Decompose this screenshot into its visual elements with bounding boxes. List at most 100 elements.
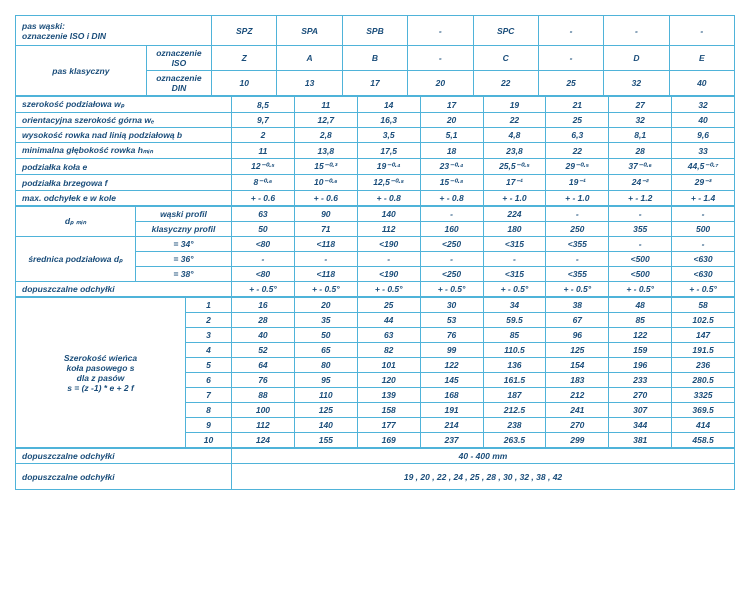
wiencia-9-0: 124	[232, 433, 295, 448]
wiencia-2-6: 122	[609, 328, 672, 343]
row-min_gleb-2: 17,5	[357, 143, 420, 159]
row-podz_e-label: podziałka koła e	[16, 159, 232, 175]
wiencia-2-4: 85	[483, 328, 546, 343]
wiencia-5-7: 280.5	[672, 373, 735, 388]
dpmin-label: dₚ ₘᵢₙ	[16, 207, 136, 237]
wiencia-8-0: 112	[232, 418, 295, 433]
wiencia-2-0: 40	[232, 328, 295, 343]
row-max_odch-0: + - 0.6	[232, 191, 295, 206]
wiencia-7-7: 369.5	[672, 403, 735, 418]
wiencia-6-7: 3325	[672, 388, 735, 403]
row-szer_podz-1: 11	[294, 97, 357, 113]
dop3-value: 19 , 20 , 22 , 24 , 25 , 28 , 30 , 32 , …	[232, 464, 735, 490]
row-podz_f-2: 12,5⁻⁰·⁸	[357, 175, 420, 191]
row-orient_szer-0: 9,7	[232, 113, 295, 128]
classic-belt-label: pas klasyczny	[16, 46, 147, 96]
row-orient_szer-1: 12,7	[294, 113, 357, 128]
row-podz_f-0: 8⁻⁰·⁶	[232, 175, 295, 191]
wiencia-0-6: 48	[609, 298, 672, 313]
row-szer_podz-7: 32	[672, 97, 735, 113]
wiencia-num-10: 10	[186, 433, 232, 448]
col-dash2: -	[538, 16, 603, 46]
wiencia-6-2: 139	[357, 388, 420, 403]
wiencia-8-3: 214	[420, 418, 483, 433]
wiencia-8-2: 177	[357, 418, 420, 433]
wiencia-3-4: 110.5	[483, 343, 546, 358]
row-szer_podz-6: 27	[609, 97, 672, 113]
wiencia-4-6: 196	[609, 358, 672, 373]
col-spa: SPA	[277, 16, 342, 46]
wiencia-8-7: 414	[672, 418, 735, 433]
col-dash1: -	[408, 16, 473, 46]
wiencia-0-5: 38	[546, 298, 609, 313]
row-podz_f-7: 29⁻³	[672, 175, 735, 191]
col-dash3: -	[604, 16, 669, 46]
wiencia-2-1: 50	[294, 328, 357, 343]
row-wys_rowka-4: 4,8	[483, 128, 546, 143]
row-podz_e-3: 23⁻⁰·⁴	[420, 159, 483, 175]
wiencia-1-7: 102.5	[672, 313, 735, 328]
row-min_gleb-0: 11	[232, 143, 295, 159]
wiencia-5-3: 145	[420, 373, 483, 388]
wiencia-6-6: 270	[609, 388, 672, 403]
col-spb: SPB	[342, 16, 407, 46]
belt-spec-table: pas wąski: oznaczenie ISO i DIN SPZ SPA …	[15, 15, 735, 96]
row-szer_podz-label: szerokość podziałowa wₚ	[16, 97, 232, 113]
row-wys_rowka-5: 6,3	[546, 128, 609, 143]
row-orient_szer-4: 22	[483, 113, 546, 128]
wiencia-9-7: 458.5	[672, 433, 735, 448]
wiencia-7-2: 158	[357, 403, 420, 418]
wiencia-8-4: 238	[483, 418, 546, 433]
narrow-belt-label: pas wąski: oznaczenie ISO i DIN	[16, 16, 212, 46]
wiencia-num-4: 4	[186, 343, 232, 358]
row-orient_szer-7: 40	[672, 113, 735, 128]
col-spz: SPZ	[212, 16, 277, 46]
wiencia-2-7: 147	[672, 328, 735, 343]
wiencia-label: Szerokość wieńca koła pasowego s dla z p…	[16, 298, 186, 448]
wiencia-3-2: 82	[357, 343, 420, 358]
row-szer_podz-3: 17	[420, 97, 483, 113]
wiencia-5-5: 183	[546, 373, 609, 388]
wiencia-4-3: 122	[420, 358, 483, 373]
wiencia-6-0: 88	[232, 388, 295, 403]
footer-table: dopuszczalne odchyłki 40 - 400 mm dopusz…	[15, 448, 735, 490]
wiencia-8-5: 270	[546, 418, 609, 433]
wiencia-9-6: 381	[609, 433, 672, 448]
wiencia-num-3: 3	[186, 328, 232, 343]
row-max_odch-5: + - 1.0	[546, 191, 609, 206]
wiencia-1-3: 53	[420, 313, 483, 328]
wiencia-6-5: 212	[546, 388, 609, 403]
row-min_gleb-4: 23,8	[483, 143, 546, 159]
wiencia-0-4: 34	[483, 298, 546, 313]
col-dash4: -	[669, 16, 734, 46]
wiencia-4-4: 136	[483, 358, 546, 373]
wiencia-0-7: 58	[672, 298, 735, 313]
row-max_odch-3: + - 0.8	[420, 191, 483, 206]
wiencia-4-1: 80	[294, 358, 357, 373]
wiencia-1-6: 85	[609, 313, 672, 328]
wiencia-5-6: 233	[609, 373, 672, 388]
wiencia-1-5: 67	[546, 313, 609, 328]
wiencia-5-2: 120	[357, 373, 420, 388]
wiencia-8-1: 140	[294, 418, 357, 433]
wiencia-6-1: 110	[294, 388, 357, 403]
wiencia-3-5: 125	[546, 343, 609, 358]
wiencia-7-5: 241	[546, 403, 609, 418]
wiencia-9-3: 237	[420, 433, 483, 448]
dop2-value: 40 - 400 mm	[232, 449, 735, 464]
param-table: szerokość podziałowa wₚ8,511141719212732…	[15, 96, 735, 206]
row-szer_podz-2: 14	[357, 97, 420, 113]
wiencia-7-6: 307	[609, 403, 672, 418]
row-min_gleb-7: 33	[672, 143, 735, 159]
wiencia-1-0: 28	[232, 313, 295, 328]
wiencia-9-1: 155	[294, 433, 357, 448]
wiencia-3-0: 52	[232, 343, 295, 358]
r38-label: = 38°	[136, 267, 232, 282]
row-podz_e-2: 19⁻⁰·⁴	[357, 159, 420, 175]
iso-label: oznaczenie ISO	[146, 46, 211, 71]
wiencia-1-4: 59.5	[483, 313, 546, 328]
wiencia-num-7: 7	[186, 388, 232, 403]
row-szer_podz-0: 8,5	[232, 97, 295, 113]
wiencia-7-3: 191	[420, 403, 483, 418]
row-max_odch-1: + - 0.6	[294, 191, 357, 206]
